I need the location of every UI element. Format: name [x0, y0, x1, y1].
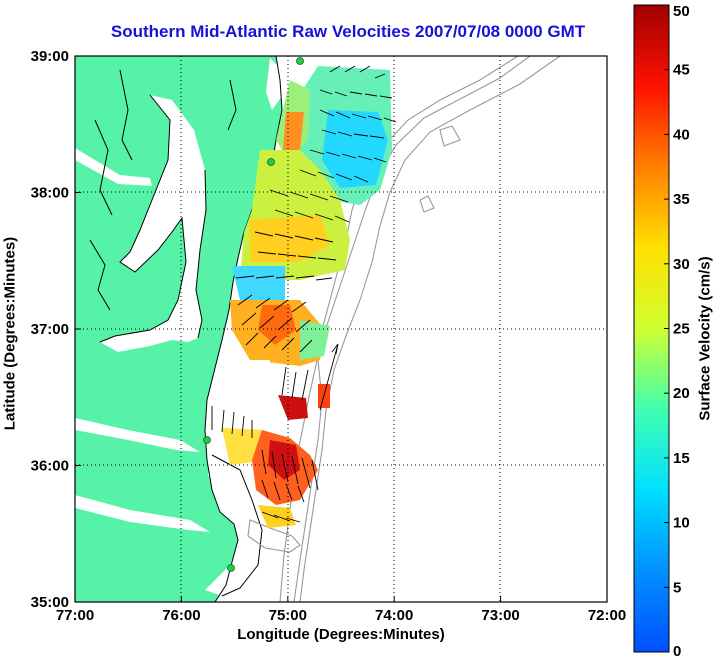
coastal-station-markers — [203, 57, 304, 572]
delaware-bay — [266, 58, 284, 110]
river-estuary — [75, 418, 200, 452]
chesapeake-bay — [100, 95, 206, 352]
colorbar-tick-label: 10 — [673, 515, 690, 532]
x-tick-label: 76:00 — [162, 607, 200, 624]
y-tick-label: 38:00 — [31, 185, 69, 202]
colorbar-tick-label: 5 — [673, 579, 681, 596]
colorbar-tick-label: 25 — [673, 321, 690, 338]
y-tick-label: 36:00 — [31, 458, 69, 475]
y-axis-ticks: 39:00 38:00 37:00 36:00 35:00 — [31, 48, 81, 611]
x-axis-ticks: 77:00 76:00 75:00 74:00 73:00 72:00 — [56, 596, 626, 624]
river-estuary — [75, 148, 152, 186]
x-tick-label: 77:00 — [56, 607, 94, 624]
x-tick-label: 72:00 — [588, 607, 626, 624]
colorbar-tick-label: 45 — [673, 62, 690, 79]
chart-title: Southern Mid-Atlantic Raw Velocities 200… — [110, 22, 586, 41]
colorbar-tick-label: 20 — [673, 385, 690, 402]
x-axis-label: Longitude (Degrees:Minutes) — [237, 626, 445, 643]
y-tick-label: 35:00 — [31, 594, 69, 611]
x-tick-label: 74:00 — [375, 607, 413, 624]
river-estuary — [75, 495, 210, 532]
colorbar-tick-label: 30 — [673, 256, 690, 273]
colorbar-tick-label: 15 — [673, 450, 690, 467]
grid-lines — [75, 56, 607, 602]
velocity-vectors — [211, 65, 397, 523]
x-tick-label: 75:00 — [269, 607, 307, 624]
colorbar-tick-label: 0 — [673, 643, 681, 659]
colorbar-tick-label: 40 — [673, 126, 690, 143]
colorbar — [633, 4, 670, 653]
colorbar-tick-label: 35 — [673, 191, 690, 208]
colorbar-tick-label: 50 — [673, 3, 690, 20]
y-tick-label: 39:00 — [31, 48, 69, 65]
x-tick-label: 73:00 — [481, 607, 519, 624]
y-tick-label: 37:00 — [31, 321, 69, 338]
